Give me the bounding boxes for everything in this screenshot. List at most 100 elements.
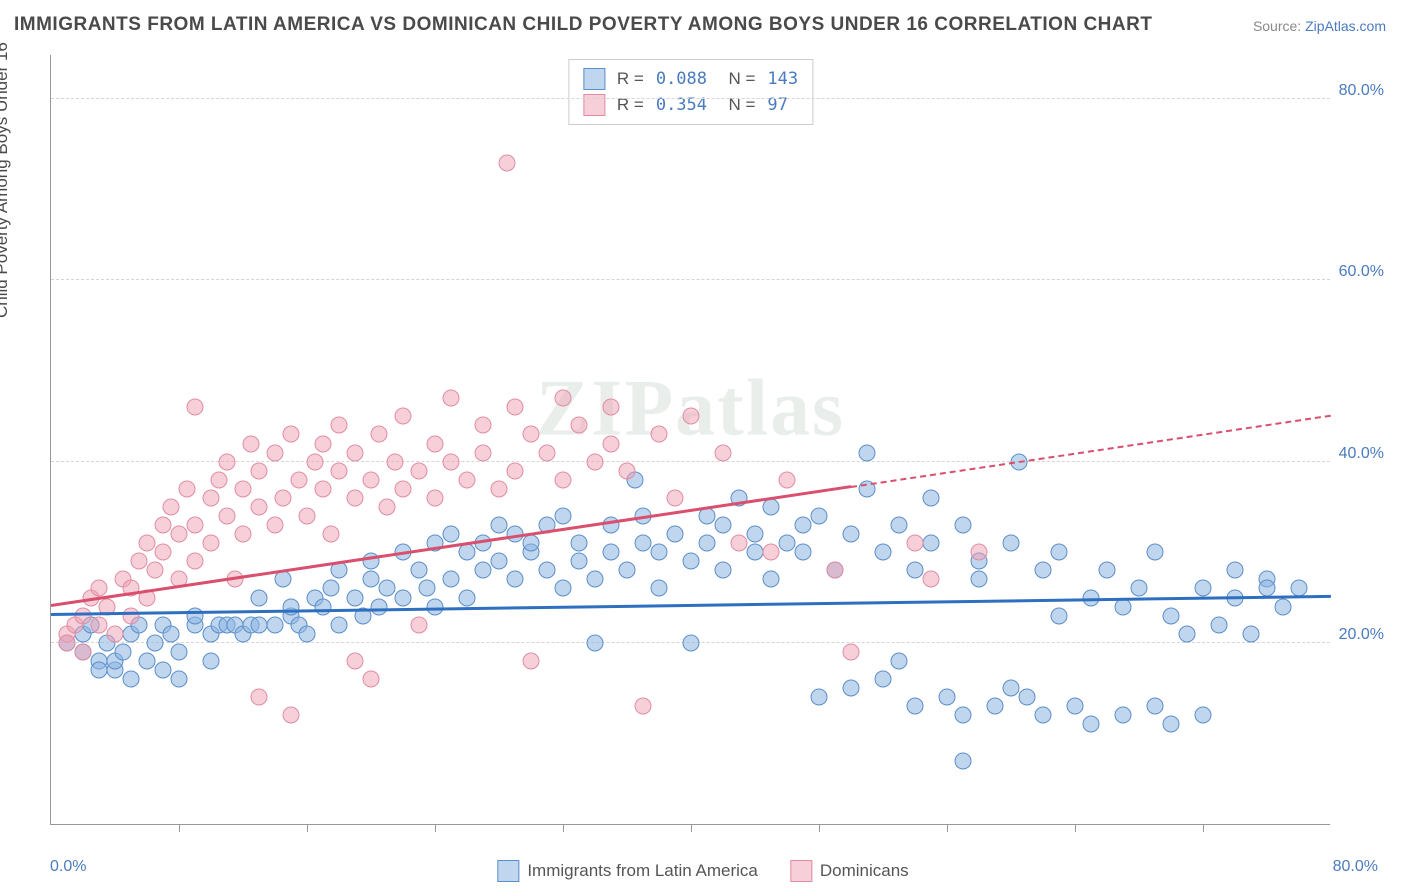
data-point <box>715 562 732 579</box>
data-point <box>251 462 268 479</box>
data-point <box>307 453 324 470</box>
data-point <box>155 517 172 534</box>
data-point <box>683 634 700 651</box>
r-label: R = <box>617 69 644 89</box>
data-point <box>155 662 172 679</box>
data-point <box>283 707 300 724</box>
data-point <box>763 571 780 588</box>
data-point <box>211 471 228 488</box>
data-point <box>347 444 364 461</box>
data-point <box>251 589 268 606</box>
legend-label-1: Immigrants from Latin America <box>527 861 758 881</box>
data-point <box>395 408 412 425</box>
data-point <box>443 526 460 543</box>
data-point <box>219 508 236 525</box>
x-tick <box>691 824 692 832</box>
data-point <box>603 399 620 416</box>
data-point <box>491 480 508 497</box>
data-point <box>555 471 572 488</box>
x-tick <box>1075 824 1076 832</box>
data-point <box>587 634 604 651</box>
x-axis-max-label: 80.0% <box>1333 858 1378 876</box>
data-point <box>763 498 780 515</box>
data-point <box>331 616 348 633</box>
data-point <box>299 625 316 642</box>
data-point <box>235 480 252 497</box>
data-point <box>635 535 652 552</box>
data-point <box>203 489 220 506</box>
data-point <box>955 752 972 769</box>
data-point <box>571 535 588 552</box>
data-point <box>827 562 844 579</box>
n-label: N = <box>719 69 755 89</box>
x-axis-min-label: 0.0% <box>50 858 86 876</box>
data-point <box>523 426 540 443</box>
data-point <box>779 535 796 552</box>
data-point <box>243 435 260 452</box>
data-point <box>1211 616 1228 633</box>
data-point <box>539 562 556 579</box>
data-point <box>299 508 316 525</box>
x-tick <box>307 824 308 832</box>
data-point <box>891 652 908 669</box>
data-point <box>459 471 476 488</box>
source-link[interactable]: ZipAtlas.com <box>1305 18 1386 34</box>
data-point <box>619 462 636 479</box>
n-value-1: 143 <box>767 69 798 89</box>
data-point <box>347 489 364 506</box>
data-point <box>91 662 108 679</box>
data-point <box>683 408 700 425</box>
data-point <box>163 625 180 642</box>
data-point <box>187 517 204 534</box>
data-point <box>443 571 460 588</box>
data-point <box>59 634 76 651</box>
data-point <box>491 517 508 534</box>
data-point <box>1147 698 1164 715</box>
data-point <box>123 607 140 624</box>
data-point <box>1147 544 1164 561</box>
data-point <box>1243 625 1260 642</box>
data-point <box>667 526 684 543</box>
data-point <box>843 526 860 543</box>
data-point <box>115 643 132 660</box>
data-point <box>283 426 300 443</box>
data-point <box>523 535 540 552</box>
source-prefix: Source: <box>1253 18 1305 34</box>
data-point <box>1131 580 1148 597</box>
stats-row-series1: R = 0.088 N = 143 <box>583 66 798 92</box>
data-point <box>371 426 388 443</box>
data-point <box>155 544 172 561</box>
data-point <box>603 544 620 561</box>
data-point <box>1035 707 1052 724</box>
legend: Immigrants from Latin America Dominicans <box>497 860 908 882</box>
data-point <box>699 535 716 552</box>
data-point <box>1003 680 1020 697</box>
data-point <box>179 480 196 497</box>
data-point <box>147 562 164 579</box>
data-point <box>955 707 972 724</box>
data-point <box>139 535 156 552</box>
data-point <box>587 453 604 470</box>
data-point <box>1035 562 1052 579</box>
data-point <box>907 535 924 552</box>
legend-label-2: Dominicans <box>820 861 909 881</box>
y-tick-label: 20.0% <box>1339 626 1384 644</box>
y-tick-label: 60.0% <box>1339 263 1384 281</box>
data-point <box>1051 544 1068 561</box>
data-point <box>379 498 396 515</box>
data-point <box>795 544 812 561</box>
data-point <box>1099 562 1116 579</box>
data-point <box>91 580 108 597</box>
gridline <box>51 98 1330 99</box>
data-point <box>235 526 252 543</box>
data-point <box>715 517 732 534</box>
x-tick <box>947 824 948 832</box>
data-point <box>347 589 364 606</box>
data-point <box>1195 580 1212 597</box>
data-point <box>411 562 428 579</box>
data-point <box>619 562 636 579</box>
data-point <box>395 480 412 497</box>
stats-box: R = 0.088 N = 143 R = 0.354 N = 97 <box>568 59 813 125</box>
data-point <box>923 571 940 588</box>
gridline <box>51 461 1330 462</box>
